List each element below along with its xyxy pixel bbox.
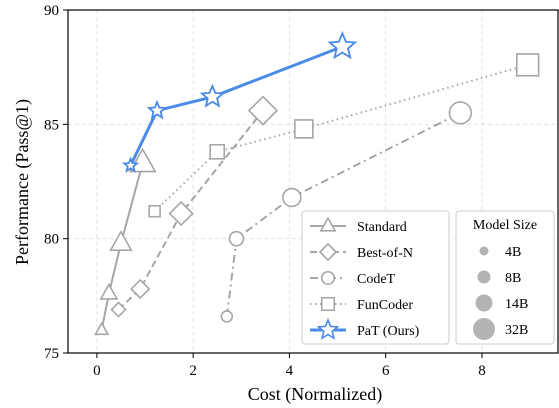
size-legend: Model Size 4B 8B 14B 32B xyxy=(455,210,555,345)
plot-frame xyxy=(67,9,559,354)
series-line xyxy=(129,45,343,167)
size-legend-item: 8B xyxy=(477,270,521,286)
data-point xyxy=(110,301,127,318)
legend-label: FunCoder xyxy=(357,298,413,313)
legend-item-best-of-n: Best-of-N xyxy=(310,242,413,262)
legend-item-pat-ours: PaT (Ours) xyxy=(310,317,420,340)
data-point xyxy=(146,99,168,120)
series-line xyxy=(225,112,461,317)
size-legend-item: 32B xyxy=(473,318,528,340)
data-point xyxy=(294,119,314,139)
data-point xyxy=(109,230,133,251)
legend-label: CodeT xyxy=(357,272,396,287)
ticks: 0 2 4 6 8 75 80 85 90 xyxy=(44,3,486,379)
series-line xyxy=(117,109,264,311)
data-point xyxy=(515,53,540,77)
data-point xyxy=(128,147,157,173)
legend-item-funcoder: FunCoder xyxy=(310,296,413,313)
series-standard xyxy=(94,147,157,336)
legend-marker xyxy=(318,242,338,262)
size-label: 32B xyxy=(505,323,528,338)
data-point xyxy=(448,101,473,125)
x-tick-label: 4 xyxy=(286,363,294,379)
data-point xyxy=(148,204,161,218)
data-point xyxy=(282,187,302,208)
x-tick-label: 8 xyxy=(478,363,486,379)
legend-marker xyxy=(319,216,337,232)
x-tick-label: 2 xyxy=(189,363,197,379)
y-tick-label: 80 xyxy=(44,232,59,248)
size-marker xyxy=(475,294,493,312)
data-point xyxy=(122,156,140,173)
size-legend-item: 14B xyxy=(475,294,528,312)
x-axis-label: Cost (Normalized) xyxy=(248,384,382,405)
series-funcoder xyxy=(148,53,540,218)
y-axis-label: Performance (Pass@1) xyxy=(12,99,33,265)
legend-box xyxy=(301,210,450,345)
x-tick-label: 0 xyxy=(93,363,101,379)
series-layer xyxy=(94,30,540,336)
y-tick-label: 75 xyxy=(44,346,59,362)
data-point xyxy=(168,200,194,227)
size-label: 14B xyxy=(505,297,528,312)
data-point xyxy=(327,30,358,60)
legend-marker xyxy=(320,296,336,312)
data-point xyxy=(99,282,119,300)
series-legend: Standard Best-of-N CodeT FunCoder PaT (Ours) xyxy=(301,210,450,345)
size-label: 4B xyxy=(505,245,521,260)
y-tick-label: 85 xyxy=(44,117,59,133)
data-point xyxy=(220,310,234,323)
size-marker xyxy=(473,318,495,340)
y-tick-label: 90 xyxy=(44,3,59,19)
size-marker xyxy=(477,270,491,284)
series-line xyxy=(100,162,144,331)
legend-marker xyxy=(316,317,340,340)
size-legend-box xyxy=(455,210,555,345)
size-legend-title: Model Size xyxy=(473,218,537,233)
size-marker xyxy=(479,246,489,256)
legend-marker xyxy=(320,270,336,286)
series-line xyxy=(153,63,528,212)
size-label: 8B xyxy=(505,271,521,286)
data-point xyxy=(94,321,110,336)
data-point xyxy=(247,95,279,126)
legend-label: PaT (Ours) xyxy=(357,324,420,339)
legend-label: Best-of-N xyxy=(357,246,413,261)
data-point xyxy=(199,83,226,108)
series-pat-ours xyxy=(122,30,358,173)
legend-item-standard: Standard xyxy=(310,216,407,235)
size-legend-item: 4B xyxy=(479,245,521,260)
series-best-of-n xyxy=(110,95,279,318)
series-codet xyxy=(220,101,473,323)
legend-item-codet: CodeT xyxy=(310,270,396,287)
data-point xyxy=(209,143,226,160)
x-tick-label: 6 xyxy=(382,363,390,379)
data-point xyxy=(130,278,151,300)
legend-label: Standard xyxy=(357,220,407,235)
data-point xyxy=(228,230,245,247)
